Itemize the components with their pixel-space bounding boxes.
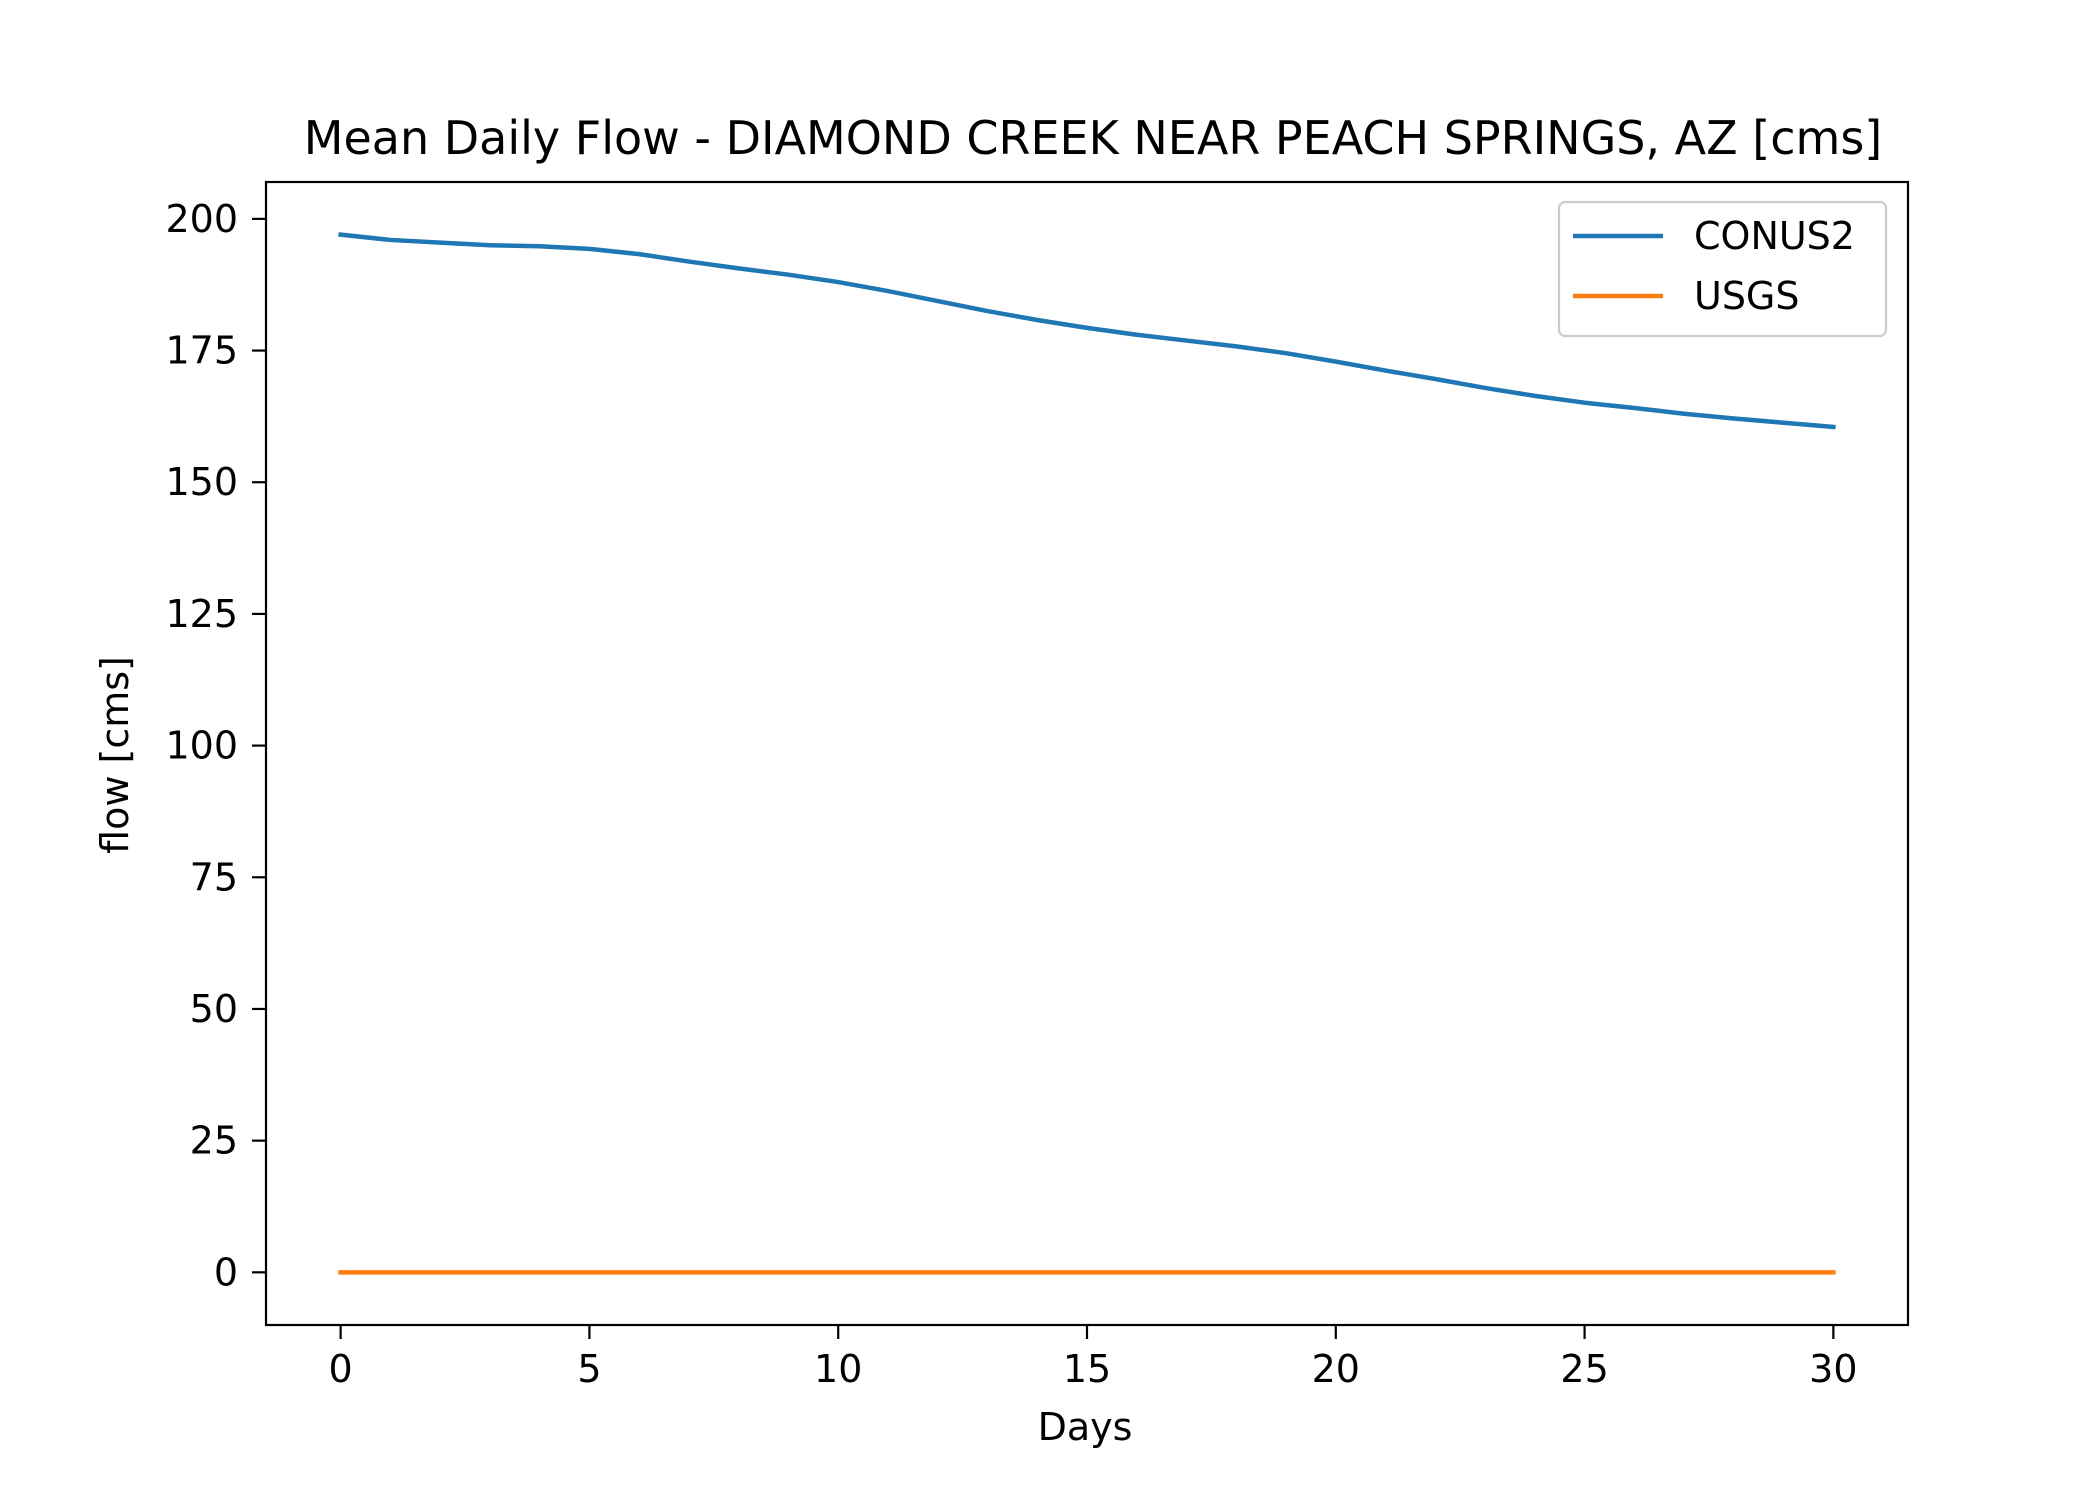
y-tick-label: 25 bbox=[190, 1119, 238, 1163]
y-tick-label: 75 bbox=[190, 855, 238, 899]
y-tick-label: 150 bbox=[165, 460, 238, 504]
legend: CONUS2 USGS bbox=[1557, 200, 1888, 338]
x-tick-label: 5 bbox=[577, 1347, 601, 1391]
x-axis-label: Days bbox=[1038, 1405, 1133, 1449]
y-tick-label: 100 bbox=[165, 724, 238, 768]
x-tick-label: 10 bbox=[814, 1347, 862, 1391]
x-tick-label: 15 bbox=[1063, 1347, 1111, 1391]
legend-label-usgs: USGS bbox=[1694, 274, 1800, 318]
y-axis-label: flow [cms] bbox=[93, 656, 137, 854]
x-tick-label: 0 bbox=[329, 1347, 353, 1391]
y-tick-label: 200 bbox=[165, 197, 238, 241]
x-tick-label: 30 bbox=[1809, 1347, 1857, 1391]
y-tick-label: 0 bbox=[214, 1250, 238, 1294]
y-tick-label: 125 bbox=[165, 592, 238, 636]
chart-title: Mean Daily Flow - DIAMOND CREEK NEAR PEA… bbox=[304, 111, 1882, 165]
y-tick-label: 50 bbox=[190, 987, 238, 1031]
x-tick-label: 20 bbox=[1312, 1347, 1360, 1391]
x-tick-label: 25 bbox=[1560, 1347, 1608, 1391]
legend-label-conus2: CONUS2 bbox=[1694, 214, 1855, 258]
y-tick-label: 175 bbox=[165, 329, 238, 373]
plot-area: 0 5 10 15 20 25 30 0 25 50 75 100 125 150 175 200 bbox=[165, 180, 1910, 1391]
series-line-conus2 bbox=[338, 232, 1836, 430]
